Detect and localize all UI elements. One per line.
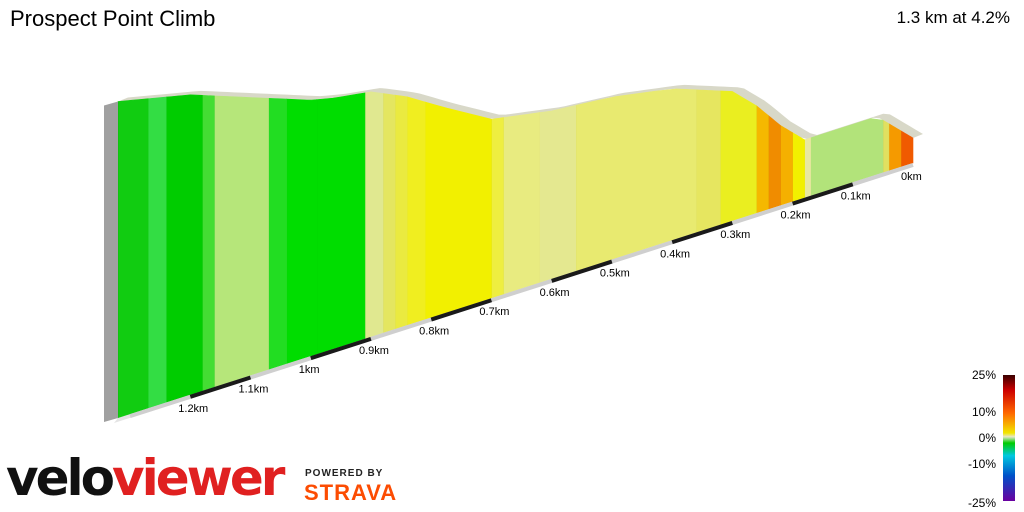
distance-tick-label: 1km (299, 364, 320, 376)
distance-tick-label: 1.1km (239, 384, 269, 396)
distance-band (791, 182, 854, 206)
distance-axis: 0km 0.1km 0.2km 0.3km 0.4km 0.5km 0.6km 0.7km 0.… (129, 163, 922, 419)
gradient-segment (539, 105, 577, 284)
profile-top-surface (118, 84, 923, 139)
distance-band (551, 259, 613, 283)
gradient-segment (424, 101, 492, 320)
distance-band (731, 201, 794, 225)
distance-band (611, 240, 673, 264)
gradient-segment (882, 119, 890, 174)
legend-tick: 10% (971, 405, 996, 419)
veloviewer-logo: veloviewer (6, 449, 285, 507)
gradient-segment (268, 97, 287, 371)
gradient-segment (575, 88, 697, 272)
distance-tick-label: 0.9km (359, 345, 389, 357)
gradient-color-bar (1003, 375, 1015, 501)
distance-tick-label: 0.5km (600, 268, 630, 280)
gradient-segment (503, 112, 540, 295)
gradient-legend: 25% 10% 0% -10% -25% (950, 366, 1024, 512)
powered-by-label: POWERED BY (305, 468, 384, 479)
strava-logo: STRAVA (304, 480, 398, 505)
distance-band (249, 356, 312, 380)
distance-tick-label: 0.7km (479, 306, 509, 318)
gradient-segment (792, 132, 805, 203)
gradient-segment (491, 117, 504, 299)
profile-start-wall (104, 101, 118, 422)
distance-band (370, 317, 432, 341)
distance-tick-label: 0.6km (540, 287, 570, 299)
start-wall-layer (104, 101, 118, 422)
brand-footer: veloviewer POWERED BY STRAVA (6, 448, 426, 512)
distance-tick-label: 0.3km (720, 229, 750, 241)
gradient-segment (756, 105, 769, 214)
gradient-segment (394, 94, 408, 330)
distance-band (129, 394, 191, 419)
gradient-segment (214, 95, 269, 388)
gradient-segment (286, 98, 318, 365)
distance-tick-label: 0.8km (419, 326, 449, 338)
distance-tick-label: 0.2km (781, 210, 811, 222)
gradient-segment (382, 93, 396, 334)
gradient-segment (719, 90, 757, 226)
gradient-segment (202, 95, 215, 392)
climb-summary: 1.3 km at 4.2% (896, 8, 1010, 27)
distance-tick-label: 0.4km (660, 248, 690, 260)
gradient-segment (768, 114, 781, 210)
distance-band (490, 279, 553, 303)
gradient-segment (888, 123, 902, 172)
logo-text-viewer: viewer (112, 449, 285, 507)
gradient-segment (406, 96, 426, 326)
gradient-segment (780, 124, 793, 206)
distance-tick-label: 0km (901, 171, 922, 183)
gradient-segment (364, 91, 384, 340)
distance-tick-label: 1.2km (178, 403, 208, 415)
gradient-segment (804, 137, 811, 199)
distance-band (671, 221, 733, 245)
legend-tick: -25% (967, 496, 996, 510)
gradient-segment (147, 96, 167, 409)
gradient-segment (117, 98, 149, 419)
segments-layer (114, 84, 923, 423)
page-title: Prospect Point Climb (10, 6, 216, 31)
distance-band (852, 163, 914, 187)
distance-band (310, 336, 372, 361)
logo-text-velo: velo (6, 449, 115, 507)
distance-band (189, 375, 252, 399)
gradient-segment (316, 92, 366, 355)
legend-tick: -10% (967, 457, 996, 471)
legend-tick: 0% (978, 431, 996, 445)
legend-tick: 25% (971, 368, 996, 382)
distance-tick-label: 0.1km (841, 190, 871, 202)
gradient-segment (695, 89, 721, 233)
distance-band (430, 298, 493, 322)
gradient-segment (165, 94, 203, 403)
